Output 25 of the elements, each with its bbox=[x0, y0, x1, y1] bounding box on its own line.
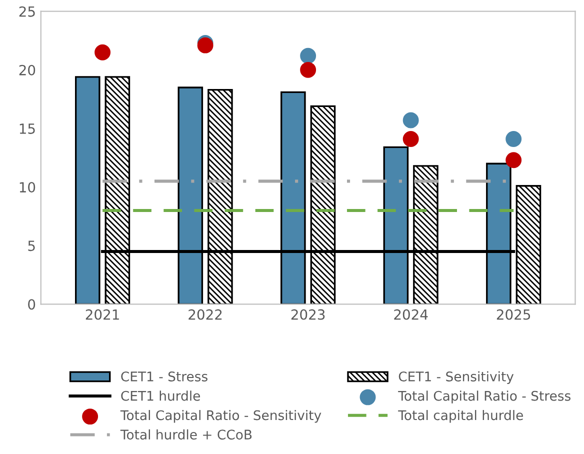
legend-label: CET1 - Sensitivity bbox=[398, 371, 514, 384]
legend-label: Total hurdle + CCoB bbox=[120, 429, 252, 440]
x-tick-label: 2023 bbox=[291, 309, 325, 320]
point bbox=[506, 152, 522, 168]
y-tick-label: 0 bbox=[28, 299, 36, 310]
y-tick-label: 15 bbox=[20, 124, 35, 134]
point bbox=[94, 44, 111, 60]
legend-label: CET1 - Stress bbox=[121, 371, 208, 382]
point bbox=[402, 112, 419, 128]
legend-label: Total Capital Ratio - Stress bbox=[398, 390, 570, 404]
x-tick-label: 2022 bbox=[188, 309, 222, 320]
x-tick-label: 2021 bbox=[86, 309, 119, 320]
legend-label: CET1 hurdle bbox=[121, 390, 200, 401]
point bbox=[402, 131, 419, 147]
point bbox=[300, 48, 316, 64]
y-tick-label: 20 bbox=[19, 64, 36, 76]
x-tick-label: 2025 bbox=[496, 309, 530, 320]
y-tick-label: 25 bbox=[19, 6, 35, 17]
x-tick-label: 2024 bbox=[394, 309, 428, 320]
y-tick-label: 5 bbox=[28, 240, 35, 252]
point bbox=[506, 131, 522, 147]
point bbox=[300, 62, 316, 78]
legend-label: Total capital hurdle bbox=[398, 410, 523, 423]
y-tick-label: 10 bbox=[20, 182, 36, 193]
legend-label: Total Capital Ratio - Sensitivity bbox=[120, 410, 322, 423]
